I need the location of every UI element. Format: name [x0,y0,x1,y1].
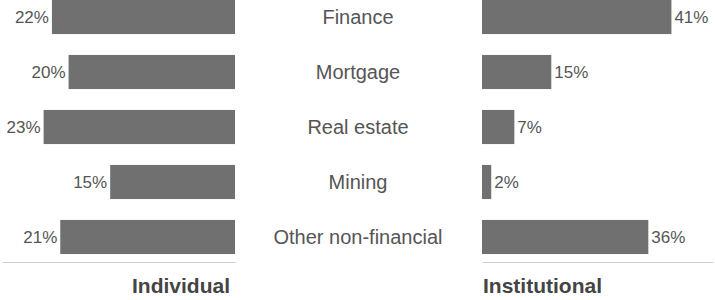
data-label: 23% [7,118,41,137]
data-label: 41% [674,8,708,27]
panel-right: 41% 15% 7% 2% 36% Institutional [482,0,714,297]
bar [110,165,235,199]
panel-left: 22% 20% 23% 15% 21% Individual [3,0,236,297]
bar [60,220,235,254]
bar [52,0,235,34]
bar [482,0,671,34]
category-labels: Finance Mortgage Real estate Mining Other no… [274,6,443,248]
panel-title: Institutional [483,274,602,297]
category-label: Real estate [307,116,408,138]
category-label: Mortgage [316,61,401,83]
panel-title: Individual [132,274,230,297]
category-label: Other non-financial [274,226,443,248]
bar [44,110,235,144]
bar [482,165,491,199]
data-labels: 41% 15% 7% 2% 36% [494,8,708,247]
data-label: 36% [651,228,685,247]
bars [44,0,235,254]
chart: 22% 20% 23% 15% 21% Individual Finance Mortgage… [0,0,715,300]
category-label: Mining [329,171,388,193]
data-labels: 22% 20% 23% 15% 21% [7,8,108,247]
category-label: Finance [322,6,393,28]
bar [482,220,648,254]
data-label: 22% [15,8,49,27]
x-axis [3,262,236,263]
axis-domain [483,262,714,263]
bar [482,110,514,144]
bars [482,0,671,254]
data-label: 20% [32,63,66,82]
data-label: 7% [517,118,542,137]
data-label: 21% [23,228,57,247]
data-label: 15% [73,173,107,192]
bar [69,55,235,89]
data-label: 2% [494,173,519,192]
bar [482,55,551,89]
x-axis [483,262,714,263]
axis-domain [3,262,236,263]
data-label: 15% [554,63,588,82]
